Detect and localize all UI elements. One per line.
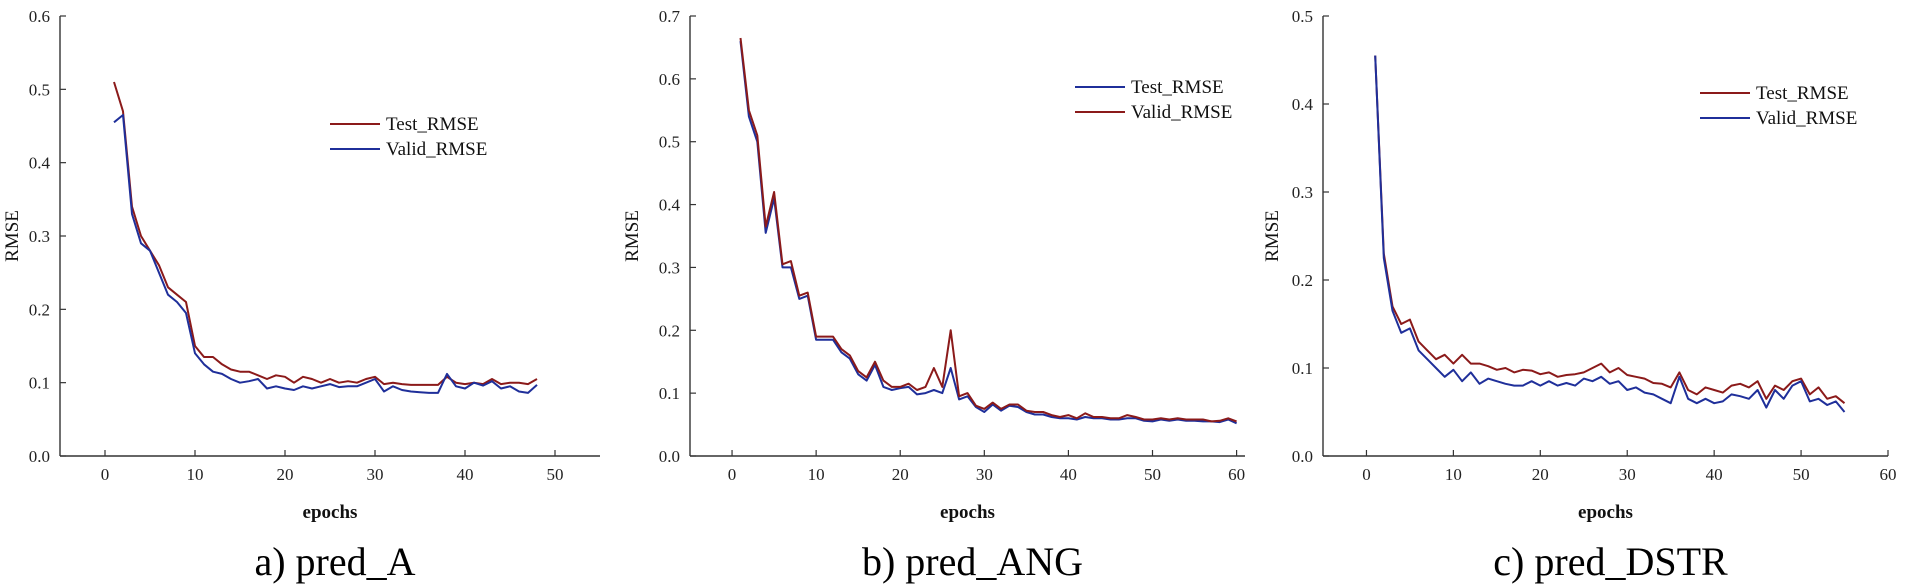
y-tick-label: 0.4 [29,154,51,173]
x-tick-label: 10 [808,465,825,484]
series-line-valid-rmse [113,114,538,394]
legend: Test_RMSE Valid_RMSE [330,114,487,160]
y-tick-label: 0.1 [29,374,50,393]
x-tick-label: 0 [728,465,737,484]
x-tick-label: 20 [892,465,909,484]
y-tick-label: 0.2 [1292,271,1313,290]
series-line-valid-rmse [739,37,1237,423]
x-axis-label: epochs [1578,502,1633,523]
y-tick-label: 0.6 [29,7,50,26]
x-tick-label: 0 [1362,465,1371,484]
y-tick-label: 0.1 [659,384,680,403]
x-tick-label: 10 [187,465,204,484]
x-tick-label: 40 [457,465,474,484]
y-tick-label: 0.3 [29,227,50,246]
y-tick-label: 0.3 [1292,183,1313,202]
panel-caption: a) pred_A [254,539,415,584]
series-line-test-rmse [1374,55,1846,404]
y-axis-label: RMSE [2,210,23,262]
y-tick-label: 0.6 [659,70,680,89]
x-tick-label: 30 [1619,465,1636,484]
x-tick-label: 50 [1144,465,1161,484]
x-tick-label: 40 [1706,465,1723,484]
y-tick-label: 0.7 [659,7,681,26]
y-tick-label: 0.5 [29,80,50,99]
y-tick-label: 0.0 [1292,447,1313,466]
x-tick-label: 50 [1793,465,1810,484]
legend: Test_RMSE Valid_RMSE [1075,77,1232,123]
panel-caption: c) pred_DSTR [1493,539,1728,584]
y-axis-label: RMSE [1262,210,1283,262]
x-tick-label: 60 [1880,465,1897,484]
series-line-test-rmse [739,40,1238,425]
chart-pred-ang: 0.0 0.1 0.2 0.3 0.4 0.5 0.6 0.7 0 10 20 30 40 50 60 epo… [622,7,1245,584]
chart-pred-a: 0.0 0.1 0.2 0.3 0.4 0.5 0.6 0 10 20 30 40 50 epochs RM… [2,7,600,584]
x-tick-label: 10 [1445,465,1462,484]
panel-caption: b) pred_ANG [862,539,1083,584]
x-tick-label: 20 [1532,465,1549,484]
legend-label: Test_RMSE [386,114,479,135]
y-tick-label: 0.0 [659,447,680,466]
y-tick-label: 0.4 [1292,95,1314,114]
x-tick-label: 60 [1228,465,1245,484]
y-tick-label: 0.0 [29,447,50,466]
x-tick-label: 0 [101,465,110,484]
x-tick-label: 30 [976,465,993,484]
series-line-test-rmse [113,81,538,386]
y-tick-label: 0.2 [29,300,50,319]
y-tick-label: 0.4 [659,196,681,215]
x-tick-label: 30 [367,465,384,484]
legend: Test_RMSE Valid_RMSE [1700,83,1857,129]
x-axis-label: epochs [303,502,358,523]
y-tick-label: 0.5 [659,133,680,152]
series-line-valid-rmse [1374,55,1846,413]
y-tick-label: 0.3 [659,258,680,277]
y-tick-label: 0.1 [1292,359,1313,378]
legend-label: Valid_RMSE [1131,102,1232,123]
x-tick-label: 20 [277,465,294,484]
y-tick-label: 0.2 [659,321,680,340]
legend-label: Valid_RMSE [1756,108,1857,129]
x-tick-label: 40 [1060,465,1077,484]
y-axis-label: RMSE [622,210,643,262]
legend-label: Test_RMSE [1756,83,1849,104]
y-tick-label: 0.5 [1292,7,1313,26]
chart-pred-dstr: 0.0 0.1 0.2 0.3 0.4 0.5 0 10 20 30 40 50 60 epochs RMS… [1262,7,1897,584]
x-tick-label: 50 [547,465,564,484]
legend-label: Test_RMSE [1131,77,1224,98]
legend-label: Valid_RMSE [386,139,487,160]
x-axis-label: epochs [940,502,995,523]
